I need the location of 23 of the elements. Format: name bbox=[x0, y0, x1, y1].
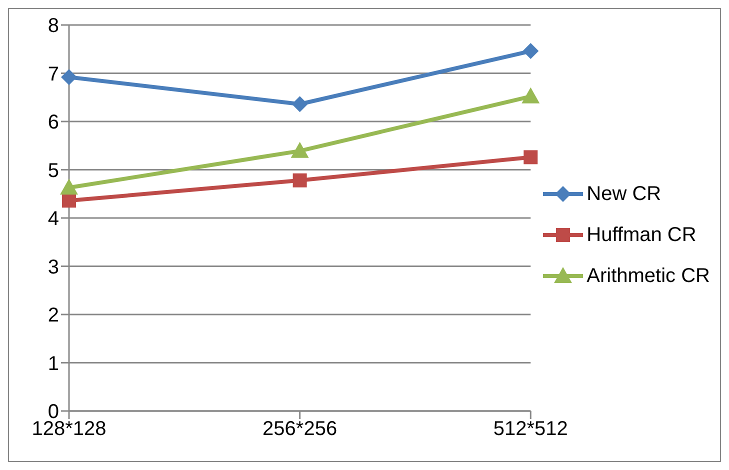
point bbox=[60, 178, 78, 195]
y-tick-label: 8 bbox=[48, 15, 59, 38]
legend-label: Huffman CR bbox=[586, 224, 696, 246]
point bbox=[62, 194, 76, 208]
y-tick-label: 2 bbox=[48, 304, 59, 327]
x-tick-label: 512*512 bbox=[493, 418, 568, 440]
y-tick-label: 5 bbox=[48, 160, 59, 182]
legend-label: Arithmetic CR bbox=[586, 264, 710, 288]
y-tick-label: 1 bbox=[48, 352, 59, 375]
point bbox=[522, 43, 539, 60]
x-tick-label: 128*128 bbox=[32, 418, 106, 440]
point bbox=[292, 173, 307, 188]
x-tick-label: 256*256 bbox=[262, 418, 338, 440]
point bbox=[524, 150, 538, 164]
y-tick-label: 4 bbox=[48, 208, 59, 230]
y-tick-label: 3 bbox=[48, 256, 59, 278]
point bbox=[61, 69, 77, 86]
legend-label: New CR bbox=[586, 182, 662, 206]
point bbox=[290, 142, 309, 158]
y-tick-label: 6 bbox=[48, 112, 59, 134]
point bbox=[292, 96, 308, 112]
y-tick-label: 7 bbox=[48, 63, 59, 86]
point bbox=[522, 87, 540, 104]
